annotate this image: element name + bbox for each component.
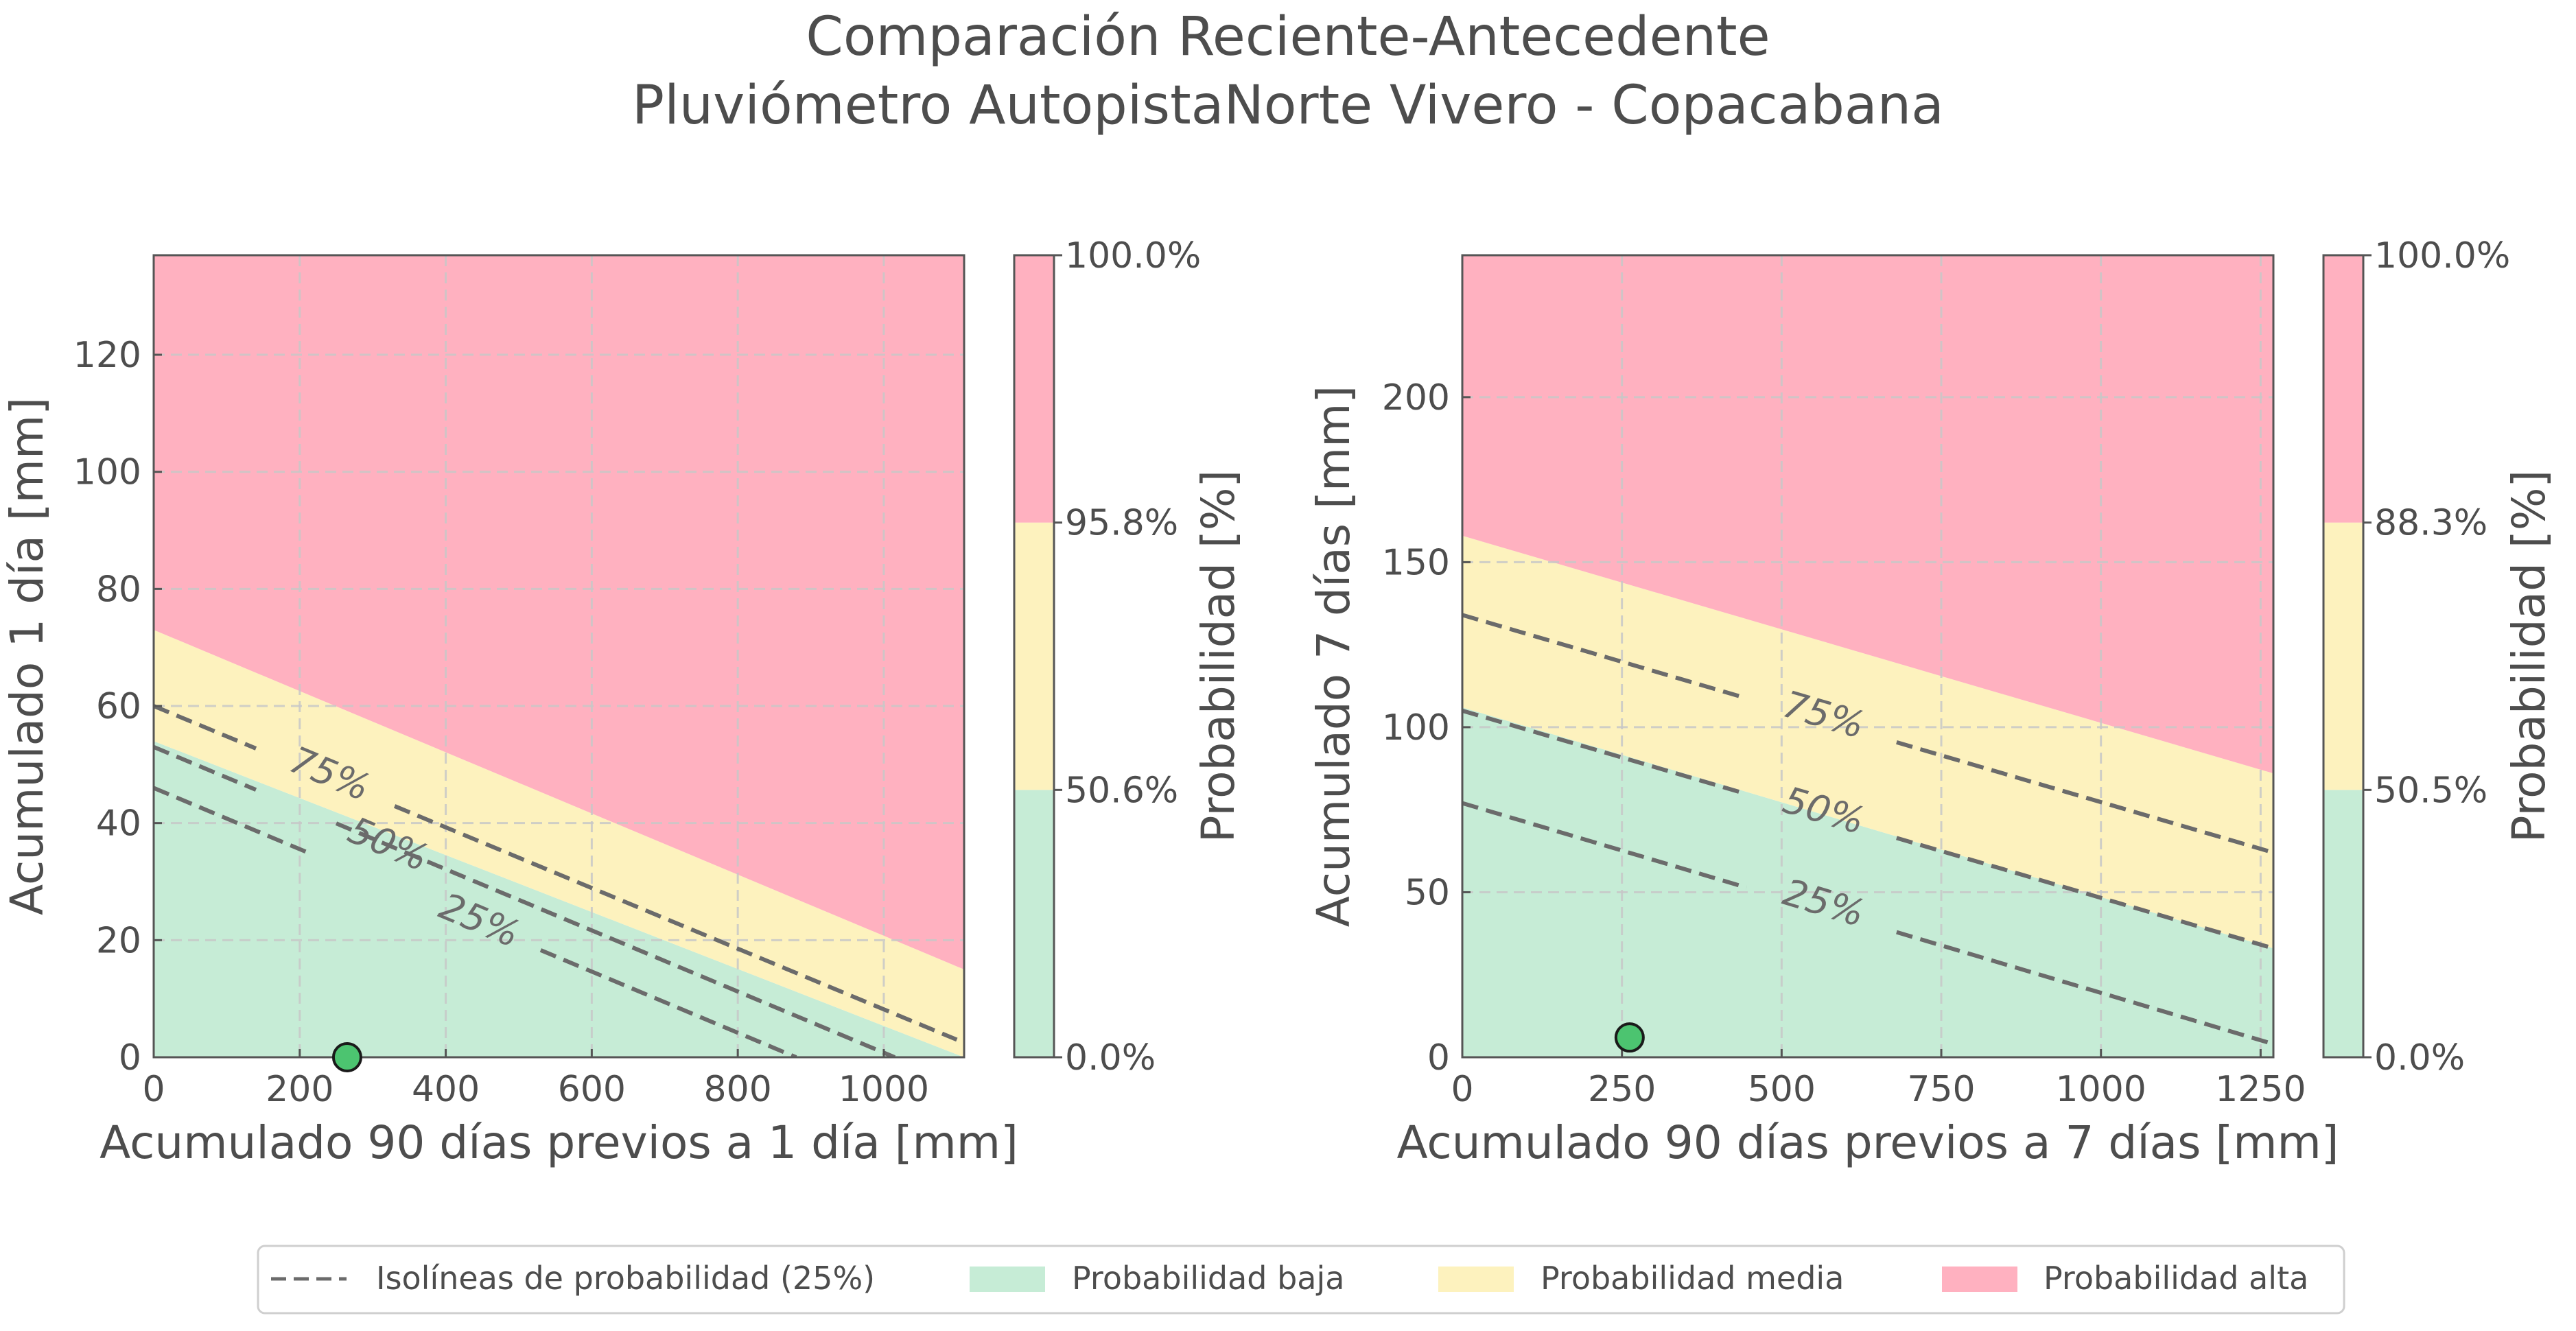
axes-frame	[1461, 254, 2275, 1059]
isoline-75	[393, 804, 958, 1042]
colorbar-frame	[1013, 254, 1055, 1059]
isoline-50	[1896, 836, 2273, 951]
legend: Isolíneas de probabilidad (25%) Probabil…	[257, 1245, 2345, 1315]
colorbar-band	[2323, 255, 2363, 523]
colorbar-band	[2323, 790, 2363, 1057]
x-tick-label: 500	[1748, 1069, 1816, 1110]
y-tick-label: 100	[73, 452, 141, 493]
x-tick-label: 750	[1907, 1069, 1975, 1110]
colorbar-tick-label: 100.0%	[1065, 235, 1201, 276]
colorbar-band	[1014, 522, 1054, 790]
y-tick-label: 80	[96, 569, 141, 610]
x-tick-label: 400	[412, 1069, 480, 1110]
colorbar-frame	[2322, 254, 2365, 1059]
colorbar-tick-label: 0.0%	[1065, 1037, 1156, 1079]
chart-1day: 25%50%75%0 200 400 600 800 100002040608010012…	[1, 235, 1245, 1169]
y-tick-label: 0	[119, 1037, 141, 1079]
isoline-25	[154, 786, 308, 854]
isoline-75	[1896, 740, 2273, 855]
current-point-marker	[331, 1042, 362, 1072]
x-tick-label: 1250	[2215, 1069, 2306, 1110]
y-tick-label: 200	[1382, 377, 1450, 419]
figure-title-line1: Comparación Reciente-Antecedente	[806, 6, 1770, 68]
colorbar-band	[2323, 522, 2363, 790]
legend-label-low: Probabilidad baja	[1072, 1260, 1344, 1297]
y-tick-label: 150	[1382, 542, 1450, 583]
colorbar-tick-label: 95.8%	[1065, 503, 1178, 544]
x-tick-label: 200	[266, 1069, 333, 1110]
isoline-25	[1462, 801, 1748, 890]
colorbar-label: Probabilidad [%]	[2503, 470, 2555, 843]
legend-label-isolines: Isolíneas de probabilidad (25%)	[376, 1260, 875, 1297]
region-alta	[1462, 255, 2273, 774]
x-axis-label: Acumulado 90 días previos a 1 día [mm]	[99, 1116, 1018, 1169]
region-media	[154, 630, 964, 1057]
isoline-75	[154, 704, 257, 751]
colorbar-tick-label: 0.0%	[2374, 1037, 2465, 1079]
region-media	[1462, 535, 2273, 949]
colorbar-label: Probabilidad [%]	[1192, 470, 1245, 843]
x-tick-label: 1000	[839, 1069, 929, 1110]
colorbar-band	[1014, 255, 1054, 523]
y-axis-label: Acumulado 1 día [mm]	[1, 397, 54, 915]
y-tick-label: 120	[73, 335, 141, 376]
x-tick-label: 0	[142, 1069, 165, 1110]
x-tick-label: 600	[558, 1069, 626, 1110]
y-tick-label: 0	[1427, 1037, 1450, 1079]
legend-swatch-low	[970, 1267, 1045, 1292]
legend-swatch-medium	[1438, 1267, 1514, 1292]
y-axis-label: Acumulado 7 días [mm]	[1307, 386, 1360, 927]
figure-title-line2: Pluviómetro AutopistaNorte Vivero - Copa…	[632, 75, 1944, 137]
legend-label-high: Probabilidad alta	[2044, 1260, 2308, 1297]
x-tick-label: 250	[1588, 1069, 1656, 1110]
x-tick-label: 800	[704, 1069, 772, 1110]
current-point-marker	[1614, 1022, 1645, 1053]
axes-frame	[152, 254, 965, 1059]
isoline-50	[335, 821, 896, 1057]
legend-frame	[257, 1245, 2345, 1315]
region-alta	[154, 255, 964, 970]
y-tick-label: 20	[96, 920, 141, 961]
y-tick-label: 60	[96, 686, 141, 727]
colorbar-tick-label: 100.0%	[2374, 235, 2510, 276]
colorbar-band	[1014, 790, 1054, 1057]
isoline-25	[1896, 930, 2273, 1046]
x-tick-label: 1000	[2056, 1069, 2146, 1110]
y-tick-label: 100	[1382, 707, 1450, 749]
isoline-50	[154, 744, 257, 792]
colorbar-tick-label: 50.6%	[1065, 770, 1178, 811]
y-tick-label: 50	[1405, 872, 1450, 913]
x-tick-label: 0	[1451, 1069, 1473, 1110]
y-tick-label: 40	[96, 803, 141, 845]
x-axis-label: Acumulado 90 días previos a 7 días [mm]	[1396, 1116, 2339, 1169]
plot-area	[154, 255, 964, 1057]
legend-swatch-high	[1942, 1267, 2017, 1292]
isoline-25	[539, 948, 797, 1057]
chart-7day: 25%50%75%0 250 500 750 1000 1250050100150200A…	[1307, 235, 2555, 1169]
region-baja	[1462, 707, 2273, 1057]
colorbar-tick-label: 88.3%	[2374, 503, 2487, 544]
colorbar-tick-label: 50.5%	[2374, 770, 2487, 811]
plot-area	[1462, 255, 2273, 1057]
legend-label-medium: Probabilidad media	[1541, 1260, 1844, 1297]
